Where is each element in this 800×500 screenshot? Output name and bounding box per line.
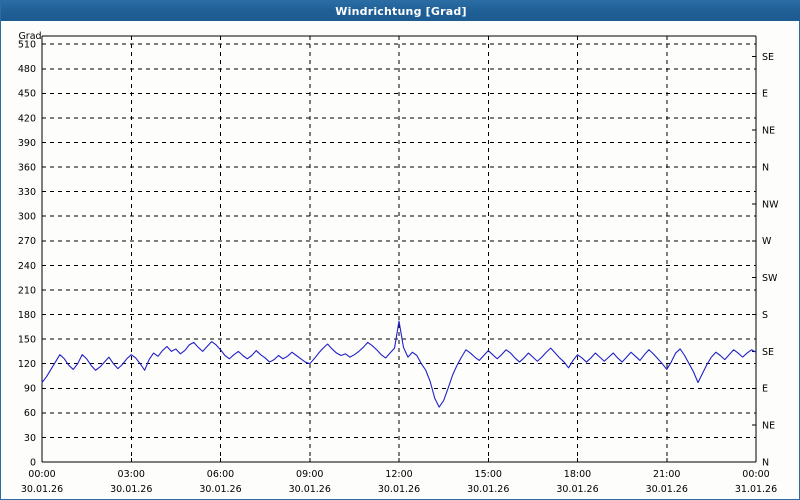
x-tick-date-label: 30.01.26 bbox=[378, 484, 420, 495]
x-tick-date-label: 30.01.26 bbox=[646, 484, 688, 495]
y-right-tick-label: W bbox=[762, 236, 772, 247]
y-right-tick-label: NW bbox=[762, 199, 779, 210]
window-titlebar: Windrichtung [Grad] bbox=[1, 1, 800, 21]
x-tick-time-label: 00:00 bbox=[742, 469, 769, 480]
x-tick-date-label: 30.01.26 bbox=[21, 484, 63, 495]
windrichtung-line-chart: 0 30 60 90 120 150 180 210 240 270 300 330 360 390 420… bbox=[18, 31, 779, 495]
y-tick-label: 360 bbox=[18, 162, 36, 173]
y-right-tick-label: SE bbox=[762, 347, 774, 358]
y-axis-left-labels: 0 30 60 90 120 150 180 210 240 270 300 330 360 390 420… bbox=[18, 40, 36, 469]
x-tick-time-label: 18:00 bbox=[564, 469, 591, 480]
y-axis-right-labels: SE E NE N NW W SW S SE E NE N bbox=[762, 52, 779, 469]
vertical-gridlines bbox=[130, 36, 668, 462]
x-tick-time-label: 09:00 bbox=[296, 469, 323, 480]
horizontal-gridlines bbox=[42, 43, 756, 438]
y-axis-unit-label: Grad bbox=[18, 31, 41, 42]
y-tick-label: 390 bbox=[18, 138, 36, 149]
x-tick-time-label: 06:00 bbox=[207, 469, 234, 480]
y-right-tick-label: E bbox=[762, 384, 768, 395]
chart-canvas-area: 0 30 60 90 120 150 180 210 240 270 300 330 360 390 420… bbox=[1, 21, 799, 499]
y-tick-label: 420 bbox=[18, 113, 36, 124]
x-axis-labels: 00:00 30.01.26 03:00 30.01.26 06:00 30.01.26 0… bbox=[21, 469, 777, 495]
x-tick-time-label: 21:00 bbox=[653, 469, 680, 480]
y-tick-label: 450 bbox=[18, 89, 36, 100]
y-right-tick-label: N bbox=[762, 457, 769, 468]
windrichtung-series-line bbox=[41, 320, 757, 408]
y-right-tick-label: SW bbox=[762, 273, 778, 284]
y-tick-label: 270 bbox=[18, 236, 36, 247]
y-right-tick-label: S bbox=[762, 310, 768, 321]
y-tick-label: 150 bbox=[18, 335, 36, 346]
x-tick-date-label: 30.01.26 bbox=[289, 484, 331, 495]
y-tick-label: 90 bbox=[24, 384, 36, 395]
y-tick-label: 210 bbox=[18, 285, 36, 296]
y-right-tick-label: N bbox=[762, 162, 769, 173]
x-tick-date-label: 30.01.26 bbox=[556, 484, 598, 495]
x-tick-time-label: 00:00 bbox=[28, 469, 55, 480]
y-tick-label: 180 bbox=[18, 310, 36, 321]
y-right-tick-label: E bbox=[762, 89, 768, 100]
x-tick-time-label: 03:00 bbox=[118, 469, 145, 480]
window-title: Windrichtung [Grad] bbox=[335, 4, 467, 18]
y-tick-label: 60 bbox=[24, 408, 36, 419]
x-tick-date-label: 31.01.26 bbox=[735, 484, 777, 495]
y-tick-label: 240 bbox=[18, 261, 36, 272]
x-tick-time-label: 12:00 bbox=[385, 469, 412, 480]
y-tick-label: 30 bbox=[24, 433, 36, 444]
x-tick-date-label: 30.01.26 bbox=[110, 484, 152, 495]
y-right-tick-label: SE bbox=[762, 52, 774, 63]
x-tick-time-label: 15:00 bbox=[475, 469, 502, 480]
y-tick-label: 0 bbox=[30, 457, 36, 468]
x-tick-date-label: 30.01.26 bbox=[467, 484, 509, 495]
y-tick-label: 300 bbox=[18, 212, 36, 223]
y-tick-label: 330 bbox=[18, 187, 36, 198]
y-right-tick-label: NE bbox=[762, 126, 775, 137]
y-tick-label: 120 bbox=[18, 359, 36, 370]
y-right-tick-label: NE bbox=[762, 421, 775, 432]
x-tick-date-label: 30.01.26 bbox=[199, 484, 241, 495]
y-tick-label: 510 bbox=[18, 40, 36, 51]
y-tick-label: 480 bbox=[18, 64, 36, 75]
